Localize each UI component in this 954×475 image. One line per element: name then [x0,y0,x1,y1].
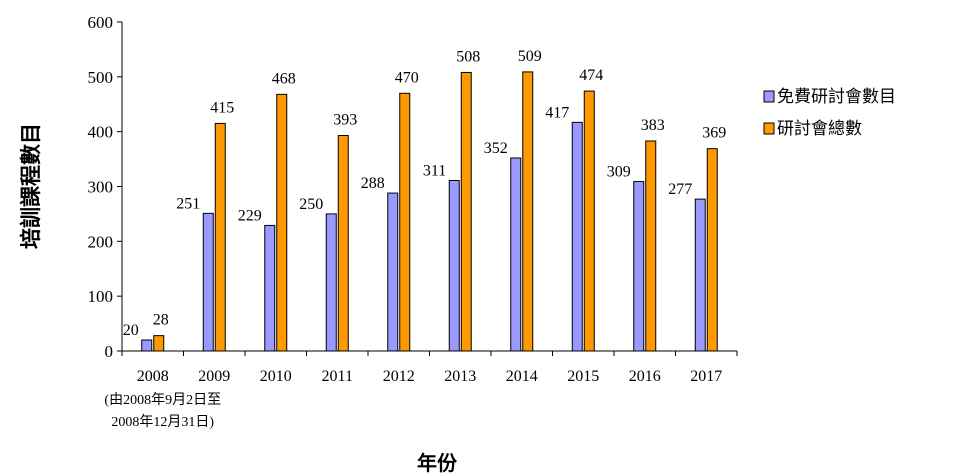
data-label-free-seminars: 20 [123,322,139,339]
data-label-total-seminars: 468 [272,70,296,87]
bar-free-seminars [387,192,399,352]
data-label-total-seminars: 415 [210,99,234,116]
bar-total-seminars [276,93,288,352]
y-tick-label: 600 [88,13,114,32]
bar-free-seminars [325,213,337,352]
legend-label: 研討會總數 [777,119,862,139]
x-axis-title: 年份 [417,451,458,475]
bar-free-seminars [202,212,214,352]
bar-free-seminars [694,198,706,352]
x-tick-label: 2017 [690,368,722,385]
data-label-total-seminars: 369 [702,125,726,142]
x-tick-label: 2016 [629,368,661,385]
bar-total-seminars [153,335,165,352]
data-label-total-seminars: 508 [456,48,480,65]
data-label-free-seminars: 309 [607,164,631,181]
y-axis-title: 培訓課程數目 [19,123,43,249]
data-label-free-seminars: 288 [361,175,385,192]
data-label-total-seminars: 28 [153,312,169,329]
y-tick-label: 200 [88,232,114,251]
y-tick-label: 500 [88,68,114,87]
bar-total-seminars [706,148,718,352]
x-tick-label: 2011 [322,368,353,385]
y-tick-label: 100 [88,287,114,306]
legend-swatch [763,90,775,103]
data-label-free-seminars: 277 [668,181,692,198]
data-label-total-seminars: 393 [333,112,357,129]
bar-total-seminars [645,140,657,352]
x-tick-label: 2015 [567,368,599,385]
y-tick-label: 400 [88,123,114,142]
data-label-free-seminars: 352 [484,140,508,157]
x-tick-label: 2010 [260,368,292,385]
bar-free-seminars [633,181,645,352]
bar-free-seminars [571,121,583,352]
bar-total-seminars [583,90,595,352]
data-label-total-seminars: 383 [641,117,665,134]
bar-total-seminars [460,71,472,352]
data-label-total-seminars: 474 [579,67,603,84]
y-tick-label: 300 [88,178,114,197]
data-label-free-seminars: 250 [299,196,323,213]
legend-label: 免費研討會數目 [777,87,896,107]
bar-total-seminars [337,135,349,352]
x-tick-label: 2013 [444,368,476,385]
x-tick-label: 2008 [137,368,169,385]
bar-total-seminars [399,92,411,352]
bar-free-seminars [510,157,522,352]
x-tick-label: 2012 [383,368,415,385]
data-label-free-seminars: 311 [423,162,446,179]
data-label-free-seminars: 251 [176,195,200,212]
legend-swatch [763,122,775,135]
bar-total-seminars [522,71,534,352]
x-tick-label: 2009 [198,368,230,385]
plot-area: 0 100 200 300 400 500 600 20 28 2008 251 415 2009 229… [88,13,738,430]
data-label-free-seminars: 417 [545,104,569,121]
bar-free-seminars [141,339,153,352]
bar-free-seminars [264,224,276,352]
category-note: (由2008年9月2日至 [104,392,221,408]
x-tick-label: 2014 [506,368,538,385]
bar-free-seminars [448,179,460,352]
data-label-total-seminars: 470 [395,69,419,86]
bar-total-seminars [214,122,226,352]
data-label-total-seminars: 509 [518,48,542,65]
y-tick-label: 0 [105,342,114,361]
data-label-free-seminars: 229 [238,207,262,224]
category-note: 2008年12月31日) [111,414,214,430]
